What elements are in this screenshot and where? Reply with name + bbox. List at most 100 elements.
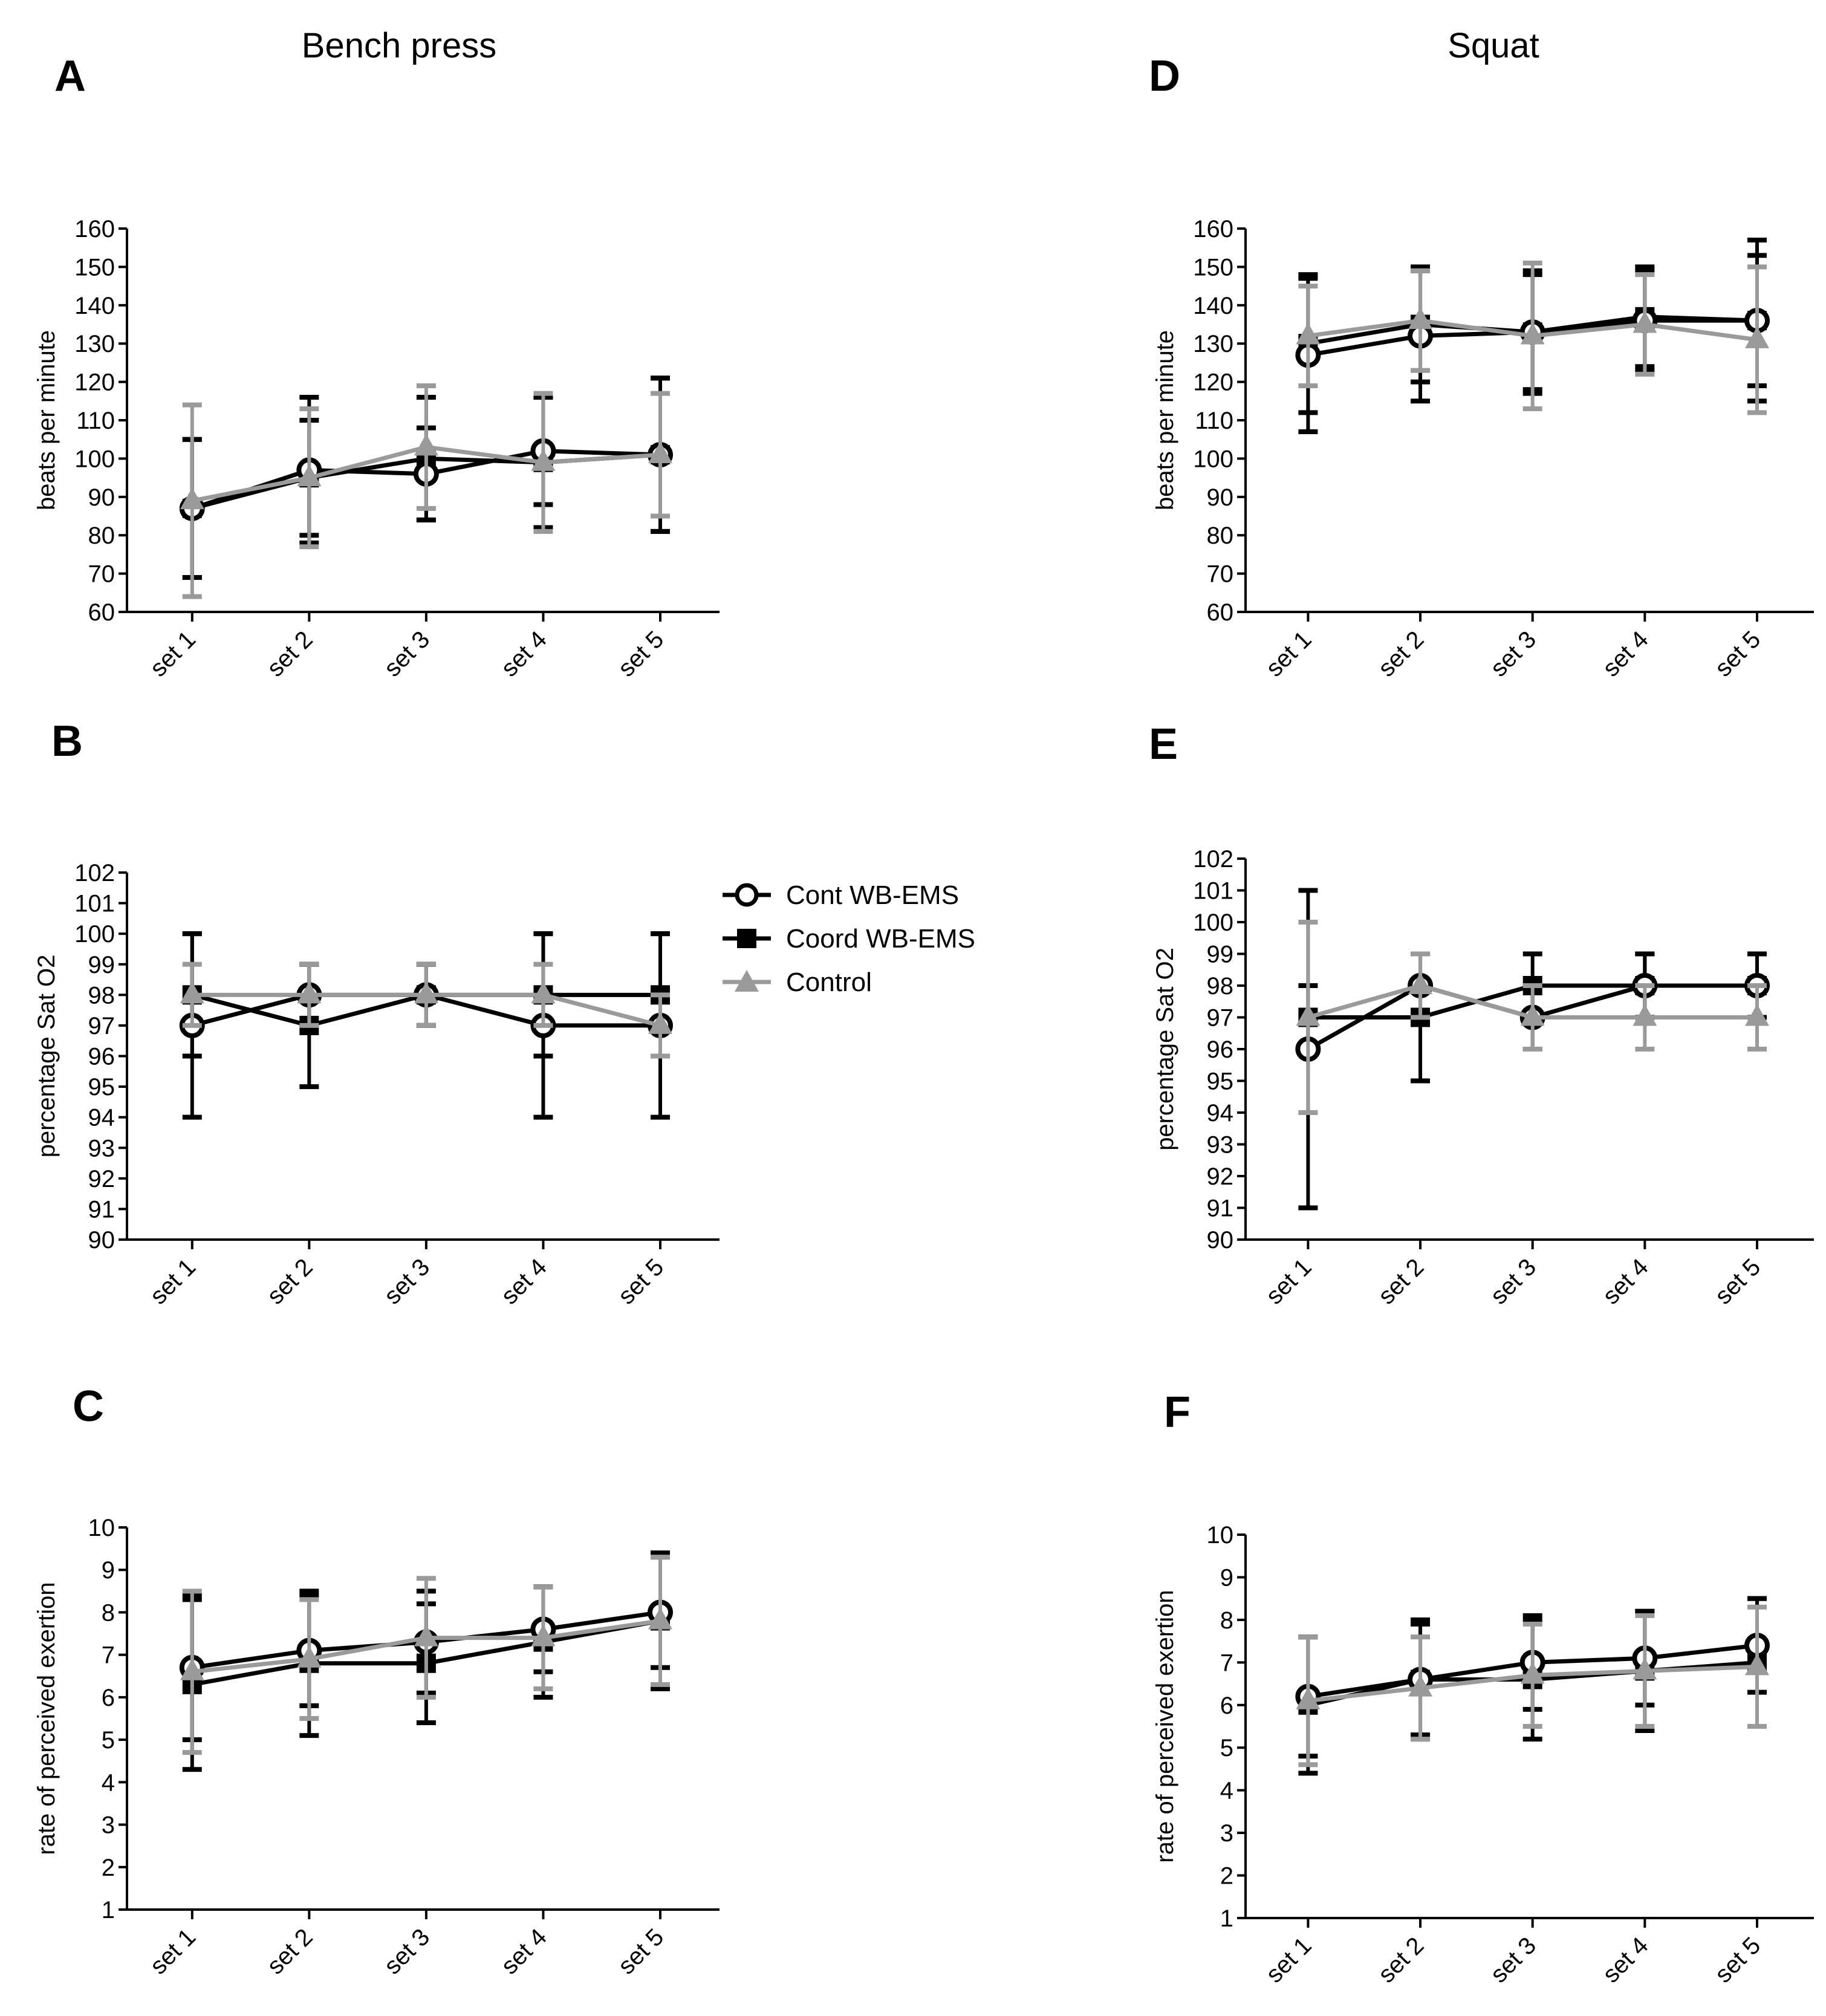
y-tick-label: 60	[1207, 599, 1234, 626]
x-tick-label: set 3	[379, 1923, 435, 1979]
y-tick-label: 102	[1193, 846, 1233, 873]
y-tick-label: 101	[1193, 878, 1233, 905]
y-tick-label: 10	[1207, 1522, 1234, 1549]
data-point-triangle	[1296, 1004, 1321, 1026]
x-tick-label: set 5	[613, 1253, 669, 1309]
y-tick-label: 94	[88, 1105, 115, 1131]
y-tick-label: 95	[1207, 1068, 1234, 1095]
x-tick-label: set 3	[379, 1253, 435, 1309]
legend-marker-open-circle-icon	[735, 883, 759, 907]
y-tick-label: 91	[88, 1196, 115, 1223]
data-point-triangle	[531, 449, 556, 471]
legend: Cont WB-EMS Coord WB-EMS Control	[723, 880, 975, 997]
y-tick-label: 120	[74, 369, 115, 396]
y-tick-label: 7	[1220, 1650, 1233, 1676]
data-point-triangle	[414, 434, 438, 456]
y-tick-label: 98	[88, 982, 115, 1009]
y-tick-label: 140	[1193, 293, 1233, 319]
y-tick-label: 60	[88, 599, 115, 626]
x-tick-label: set 4	[496, 1923, 551, 1979]
y-tick-label: 92	[1207, 1163, 1234, 1190]
y-tick-label: 70	[88, 561, 115, 588]
x-tick-label: set 5	[1710, 1932, 1766, 1988]
y-tick-label: 1	[1220, 1905, 1233, 1932]
y-tick-label: 97	[88, 1013, 115, 1039]
panel-letter-a: A	[54, 52, 86, 100]
y-tick-label: 5	[1220, 1735, 1233, 1761]
legend-marker-filled-square-icon	[737, 929, 756, 948]
y-tick-label: 120	[1193, 369, 1233, 396]
data-point-triangle	[297, 464, 322, 487]
x-tick-label: set 5	[613, 1923, 669, 1979]
y-tick-label: 5	[102, 1727, 115, 1754]
y-tick-label: 9	[1220, 1564, 1233, 1591]
x-tick-label: set 5	[1710, 1253, 1766, 1309]
data-point-triangle	[1520, 1662, 1545, 1684]
x-tick-label: set 5	[1710, 626, 1766, 681]
y-tick-label: 70	[1207, 561, 1234, 588]
x-tick-label: set 1	[145, 1253, 201, 1309]
y-tick-label: 150	[1193, 254, 1233, 281]
data-point-triangle	[1520, 1004, 1545, 1026]
data-point-triangle	[1745, 326, 1769, 348]
x-tick-label: set 1	[1261, 1932, 1316, 1988]
legend-item-coord-wb-ems: Coord WB-EMS	[723, 924, 975, 954]
y-axis-label: beats per minute	[33, 330, 60, 510]
y-tick-label: 80	[88, 522, 115, 549]
x-tick-label: set 4	[1597, 626, 1653, 681]
data-point-triangle	[1745, 1004, 1769, 1026]
y-tick-label: 94	[1207, 1100, 1234, 1127]
y-tick-label: 93	[1207, 1132, 1234, 1159]
x-tick-label: set 4	[496, 1253, 551, 1309]
data-point-triangle	[1520, 322, 1545, 345]
y-tick-label: 1	[102, 1897, 115, 1923]
data-point-triangle	[1408, 972, 1433, 994]
y-tick-label: 4	[102, 1769, 115, 1796]
data-point-triangle	[1745, 1653, 1769, 1676]
series-control	[180, 383, 672, 599]
legend-item-cont-wb-ems: Cont WB-EMS	[723, 880, 959, 910]
y-tick-label: 99	[88, 952, 115, 978]
y-tick-label: 160	[1193, 216, 1233, 242]
data-point-triangle	[531, 981, 556, 1004]
y-tick-label: 3	[1220, 1820, 1233, 1847]
series-control	[1296, 920, 1769, 1115]
y-tick-label: 8	[1220, 1607, 1233, 1634]
y-axis-label: rate of perceived exertion	[1152, 1590, 1178, 1862]
x-tick-label: set 2	[1373, 1932, 1429, 1988]
y-axis-label: percentage Sat O2	[33, 955, 60, 1158]
y-tick-label: 90	[88, 484, 115, 511]
y-tick-label: 80	[1207, 522, 1234, 549]
y-tick-label: 100	[74, 446, 115, 472]
data-point-triangle	[1633, 1004, 1657, 1026]
y-tick-label: 110	[1195, 408, 1233, 434]
y-tick-label: 8	[102, 1599, 115, 1626]
y-axis-label: beats per minute	[1152, 330, 1178, 510]
data-point-triangle	[648, 441, 672, 464]
data-point-triangle	[414, 1624, 438, 1647]
y-tick-label: 130	[1193, 331, 1233, 357]
y-tick-label: 90	[88, 1227, 115, 1253]
x-tick-label: set 1	[1261, 1253, 1316, 1309]
y-tick-label: 91	[1207, 1195, 1234, 1222]
y-axis-label: rate of perceived exertion	[33, 1582, 60, 1855]
x-tick-label: set 2	[1373, 1253, 1429, 1309]
y-tick-label: 7	[102, 1642, 115, 1669]
y-tick-label: 150	[74, 254, 115, 281]
y-tick-label: 93	[88, 1135, 115, 1162]
y-tick-label: 96	[88, 1044, 115, 1070]
y-tick-label: 2	[102, 1855, 115, 1881]
y-tick-label: 10	[88, 1515, 115, 1541]
chart-panel-d: D 60 70 80 90 100 110 120 130 140 150 160 set 1 set 2…	[1149, 52, 1814, 682]
x-tick-label: set 1	[145, 626, 201, 681]
panel-letter-c: C	[73, 1382, 104, 1431]
y-tick-label: 130	[74, 331, 115, 357]
data-point-triangle	[297, 981, 322, 1004]
y-tick-label: 102	[74, 860, 115, 886]
data-point-triangle	[531, 1624, 556, 1647]
legend-label-coord-wb-ems: Coord WB-EMS	[786, 924, 975, 954]
x-tick-label: set 3	[1486, 1932, 1541, 1988]
y-tick-label: 100	[1193, 446, 1233, 472]
data-point-triangle	[648, 1012, 672, 1034]
